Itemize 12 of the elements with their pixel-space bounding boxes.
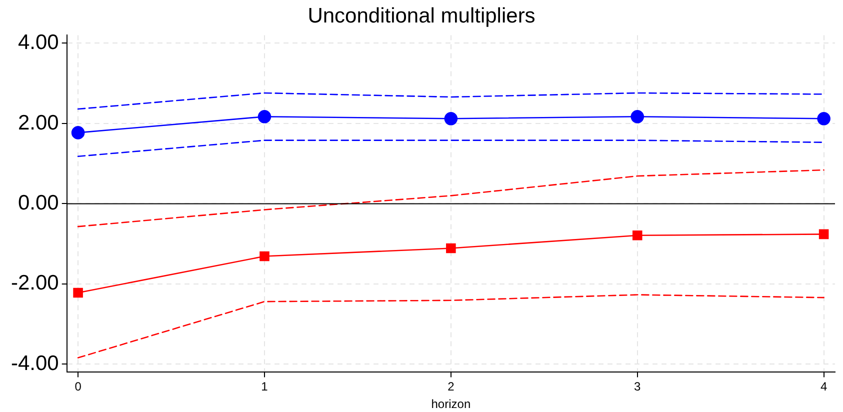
- x-tick-label: 1: [261, 380, 268, 394]
- x-tick-label: 2: [448, 380, 455, 394]
- y-tick-label: 2.00: [18, 111, 59, 134]
- x-tick-label: 4: [820, 380, 828, 394]
- y-tick-label: -2.00: [10, 272, 59, 295]
- chart-title: Unconditional multipliers: [308, 4, 536, 28]
- x-tick-label: 0: [74, 380, 82, 394]
- y-tick-label: -4.00: [10, 352, 59, 375]
- y-tick-label: 4.00: [18, 31, 59, 54]
- x-tick-label: 3: [634, 380, 642, 394]
- x-axis-title: horizon: [431, 397, 471, 412]
- y-tick-label: 0.00: [18, 191, 59, 214]
